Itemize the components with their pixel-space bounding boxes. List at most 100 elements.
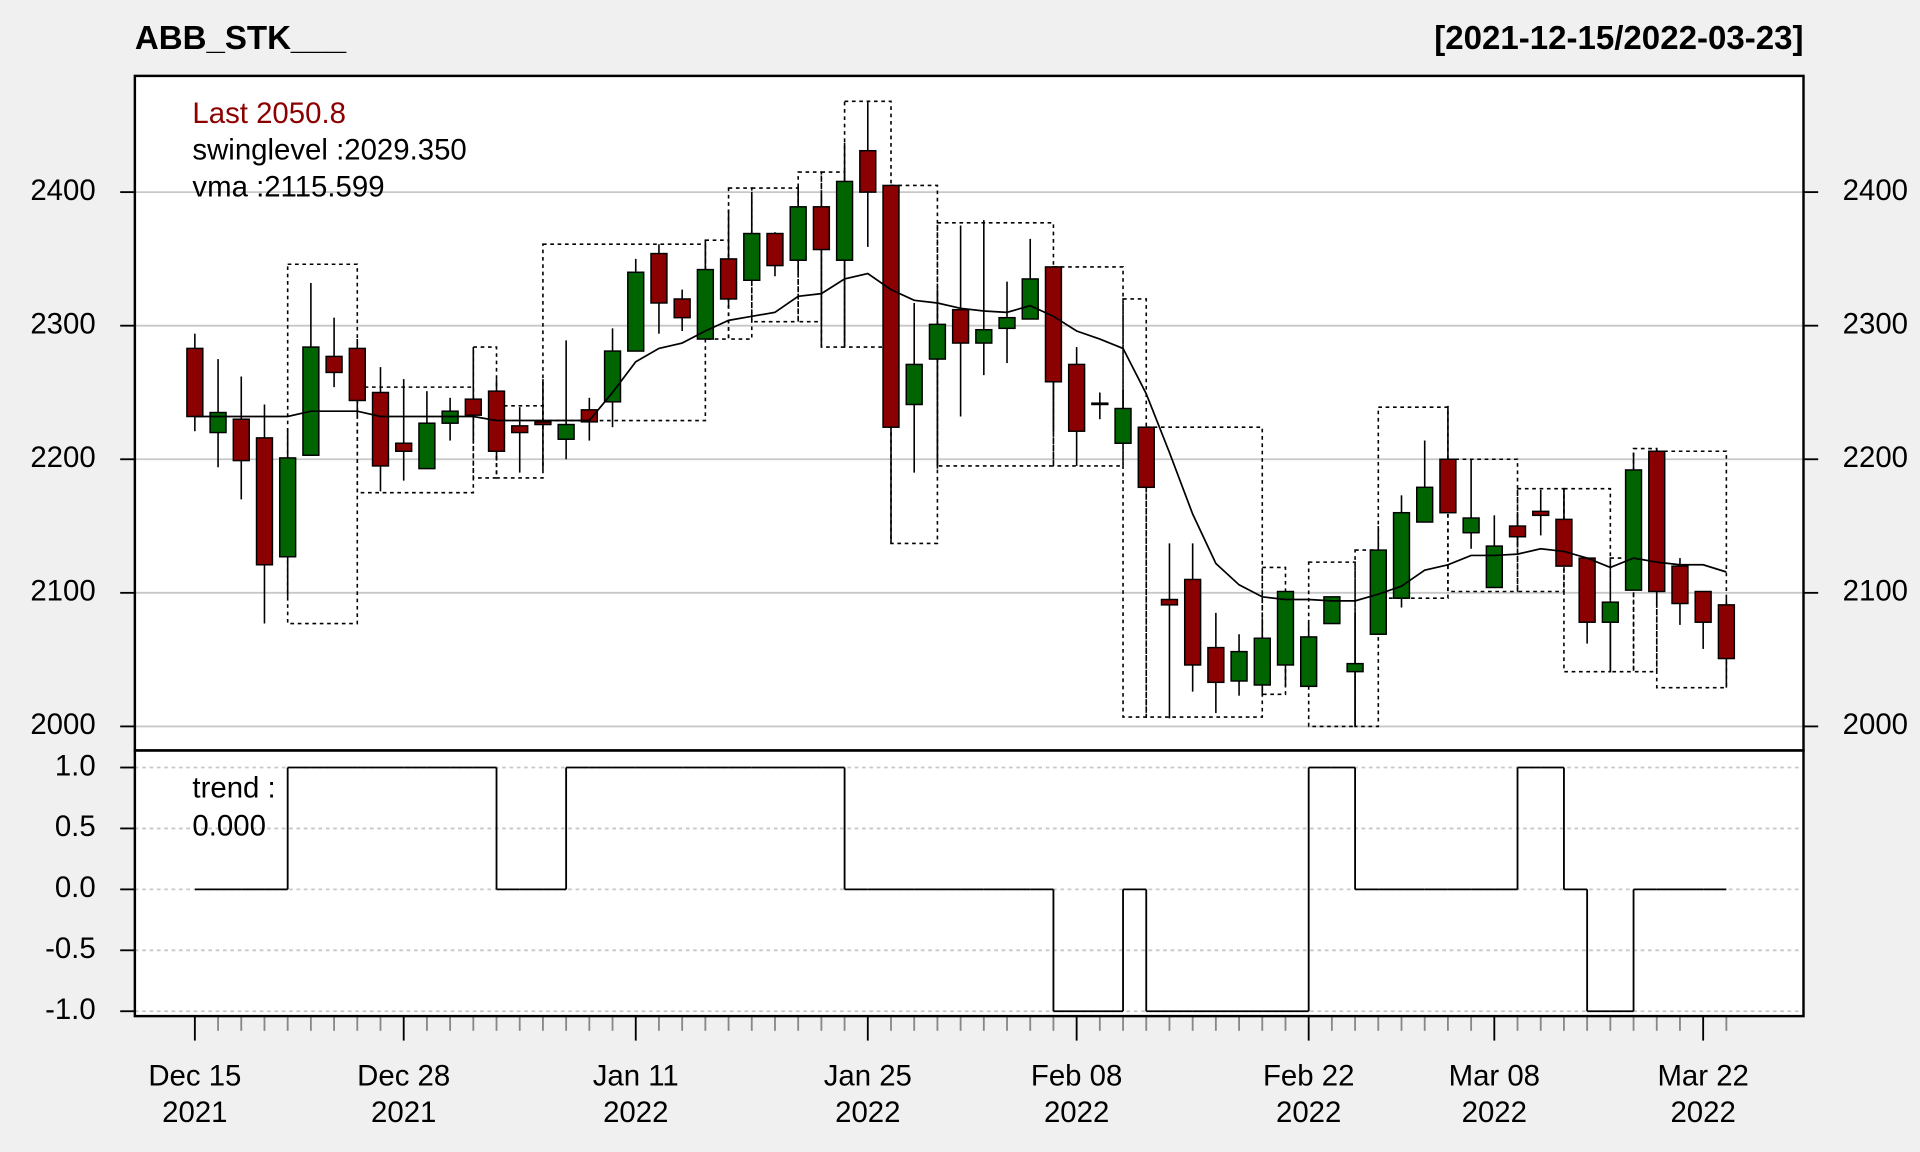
candle-body: [1044, 266, 1063, 383]
candle-body: [1578, 557, 1596, 623]
y2-tick-label: 2400: [1843, 174, 1908, 207]
candle-body: [696, 268, 715, 340]
candle-body: [232, 418, 250, 462]
candle-body: [603, 350, 622, 403]
x-tick-label: Feb 22 2022: [1263, 1059, 1354, 1129]
candle-body: [673, 298, 691, 319]
trend-y-tick-label: 0.0: [55, 871, 96, 904]
candle-body: [255, 437, 274, 566]
candle-body: [1276, 590, 1295, 666]
candle-body: [1323, 596, 1341, 625]
candle-body: [1137, 426, 1155, 489]
candle-body: [975, 328, 993, 344]
candle-body: [766, 232, 784, 267]
candle-body: [1624, 469, 1643, 591]
candle-body: [395, 442, 413, 452]
y-tick-label: 2200: [30, 441, 95, 474]
candle-body: [1648, 450, 1666, 593]
candle-body: [1253, 637, 1271, 686]
plot: 2000 2000 2100 2100 2200 2200 2300 2300 2400 2400…: [30, 100, 1908, 1129]
y-tick-label: 2000: [30, 708, 95, 741]
date-range: [2021-12-15/2022-03-23]: [1434, 20, 1803, 57]
x-tick-label: Mar 08 2022: [1449, 1059, 1540, 1129]
trend-y-tick-label: -1.0: [45, 993, 96, 1026]
candle-body: [1555, 518, 1573, 567]
candle-body: [325, 355, 343, 374]
candle-body: [1392, 511, 1411, 599]
candle-body: [1021, 278, 1039, 320]
candle-body: [951, 308, 970, 344]
candle-body: [812, 206, 831, 251]
candle-body: [186, 347, 204, 418]
y2-tick-label: 2100: [1843, 575, 1908, 608]
candle-body: [789, 206, 807, 261]
candle-body: [418, 422, 436, 470]
candle-body: [1508, 525, 1527, 538]
swing-box: [1609, 557, 1635, 673]
candle-body: [998, 316, 1016, 330]
candle-body: [835, 180, 854, 261]
candle-body: [1439, 458, 1457, 514]
candle-body: [1416, 486, 1434, 523]
chart-title: ABB_STK___: [135, 20, 347, 57]
candle-body: [278, 457, 297, 558]
candle-body: [464, 398, 483, 416]
trend-last-label: 0.000: [192, 809, 266, 842]
swing-box: [1563, 487, 1612, 673]
candle-body: [1485, 545, 1504, 589]
trend-panel-frame: [133, 749, 1805, 1018]
y-tick-label: 2400: [30, 174, 95, 207]
candle-body: [580, 409, 599, 423]
candle-body: [557, 423, 575, 440]
swing-box: [1052, 266, 1124, 467]
candle-body: [511, 425, 529, 434]
trend-y-tick-label: 1.0: [55, 749, 96, 782]
swing-box: [704, 239, 730, 340]
last-label: Last 2050.8: [192, 97, 346, 130]
y-tick-label: 2300: [30, 307, 95, 340]
candle-body: [209, 411, 227, 434]
swing-box: [1145, 426, 1264, 718]
candle-body: [302, 346, 320, 456]
candle-body: [905, 363, 923, 406]
candle-body: [743, 232, 761, 282]
x-tick-label: Feb 08 2022: [1031, 1059, 1122, 1129]
candle-body: [1671, 565, 1689, 605]
y2-tick-label: 2000: [1843, 708, 1908, 741]
candle-body: [1067, 363, 1086, 432]
vma-label: vma :2115.599: [192, 170, 384, 203]
x-tick-label: Dec 15 2021: [148, 1059, 241, 1129]
candle-body: [534, 421, 552, 426]
candle-body: [1114, 407, 1132, 444]
candle-body: [859, 149, 877, 193]
candle-body: [1183, 578, 1202, 666]
candle-body: [348, 347, 366, 402]
candle-body: [1091, 402, 1109, 406]
candle-body: [1207, 646, 1225, 684]
trend-y-tick-label: -0.5: [45, 932, 96, 965]
swing-box: [356, 386, 475, 494]
candle-body: [719, 258, 738, 300]
candle-body: [371, 391, 390, 467]
candle-body: [1601, 601, 1620, 623]
candle-body: [1532, 510, 1550, 517]
swing-box: [890, 184, 939, 545]
vma-line: [194, 272, 1727, 602]
x-tick-label: Dec 28 2021: [357, 1059, 450, 1129]
candle-body: [650, 252, 668, 304]
x-tick-label: Jan 25 2022: [824, 1059, 912, 1129]
candle-body: [882, 184, 900, 428]
trend-label: trend :: [192, 771, 275, 804]
plot-background: [134, 75, 1804, 1017]
x-tick-label: Jan 11 2022: [593, 1059, 679, 1129]
swing-label: swinglevel :2029.350: [192, 134, 466, 167]
candle-body: [627, 271, 645, 352]
y-tick-label: 2100: [30, 575, 95, 608]
y2-tick-label: 2300: [1843, 307, 1908, 340]
candle-body: [1717, 604, 1736, 660]
x-tick-label: Mar 22 2022: [1657, 1059, 1748, 1129]
candle-body: [1346, 662, 1364, 673]
candle-body: [1160, 598, 1179, 606]
